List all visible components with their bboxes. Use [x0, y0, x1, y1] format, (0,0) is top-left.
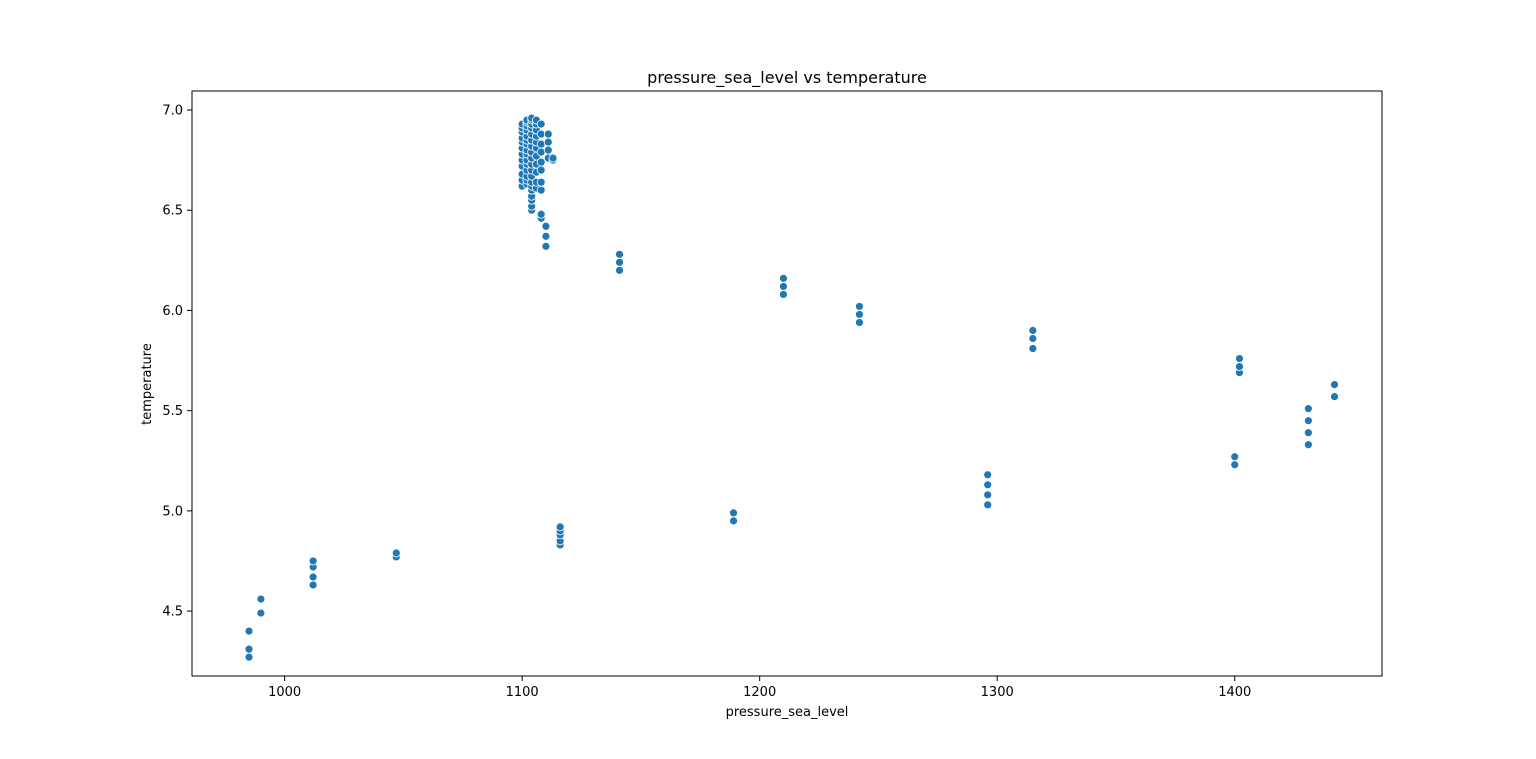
y-tick-label: 5.5 — [162, 404, 183, 419]
y-tick-label: 6.0 — [162, 304, 183, 319]
data-point — [1230, 460, 1240, 470]
data-point — [779, 282, 788, 291]
data-point — [855, 318, 864, 327]
data-point — [543, 145, 553, 155]
data-point — [1028, 344, 1038, 353]
y-axis: 4.5 5.0 5.5 6.0 6.5 7.0 — [162, 104, 192, 620]
data-point — [1330, 392, 1339, 402]
data-point — [536, 185, 546, 195]
data-point — [1235, 362, 1244, 371]
data-point — [536, 165, 546, 175]
data-point — [983, 470, 993, 480]
data-point — [244, 644, 254, 654]
x-axis-title: pressure_sea_level — [726, 705, 849, 720]
data-point — [1303, 428, 1313, 438]
data-point — [543, 129, 553, 139]
data-point — [729, 508, 738, 518]
axes-frame — [191, 90, 1383, 677]
data-point — [541, 221, 551, 231]
data-point — [536, 119, 546, 129]
data-point — [615, 265, 624, 275]
chart-title: pressure_sea_level vs temperature — [647, 68, 927, 88]
data-point — [543, 137, 553, 147]
data-point — [1235, 354, 1244, 363]
y-tick-label: 6.5 — [162, 204, 183, 219]
data-point — [1028, 326, 1038, 335]
x-axis: 1000 1100 1200 1300 1400 — [268, 676, 1251, 700]
data-point — [308, 580, 318, 590]
data-point — [779, 273, 788, 283]
data-point — [615, 249, 624, 259]
data-point — [244, 652, 254, 662]
x-tick-label: 1400 — [1218, 685, 1251, 700]
data-point — [541, 241, 551, 251]
x-tick-label: 1200 — [743, 685, 776, 700]
data-point — [536, 177, 546, 187]
data-point — [1330, 380, 1339, 390]
x-tick-label: 1100 — [506, 685, 539, 700]
y-axis-title: temperature — [140, 343, 155, 425]
points-layer — [244, 113, 1339, 662]
x-tick-label: 1000 — [268, 685, 301, 700]
data-point — [308, 556, 318, 566]
data-point — [244, 626, 254, 636]
data-point — [615, 257, 624, 267]
data-point — [308, 572, 318, 582]
data-point — [548, 153, 558, 163]
data-point — [779, 290, 788, 299]
data-point — [855, 302, 864, 311]
data-point — [729, 516, 738, 526]
data-point — [1028, 334, 1038, 343]
data-point — [391, 548, 401, 558]
data-point — [855, 310, 864, 319]
data-point — [541, 231, 551, 241]
data-point — [536, 209, 546, 219]
data-point — [983, 480, 993, 490]
data-point — [1230, 452, 1240, 462]
y-tick-label: 7.0 — [162, 104, 183, 119]
data-point — [555, 522, 565, 532]
data-point — [256, 594, 266, 604]
data-point — [983, 500, 993, 510]
x-tick-label: 1300 — [981, 685, 1014, 700]
y-tick-label: 4.5 — [162, 605, 183, 620]
y-tick-label: 5.0 — [162, 504, 183, 519]
data-point — [1303, 440, 1313, 450]
data-point — [256, 608, 266, 618]
data-point — [536, 157, 546, 167]
data-point — [983, 490, 993, 500]
data-point — [1303, 404, 1313, 414]
data-point — [1303, 416, 1313, 426]
